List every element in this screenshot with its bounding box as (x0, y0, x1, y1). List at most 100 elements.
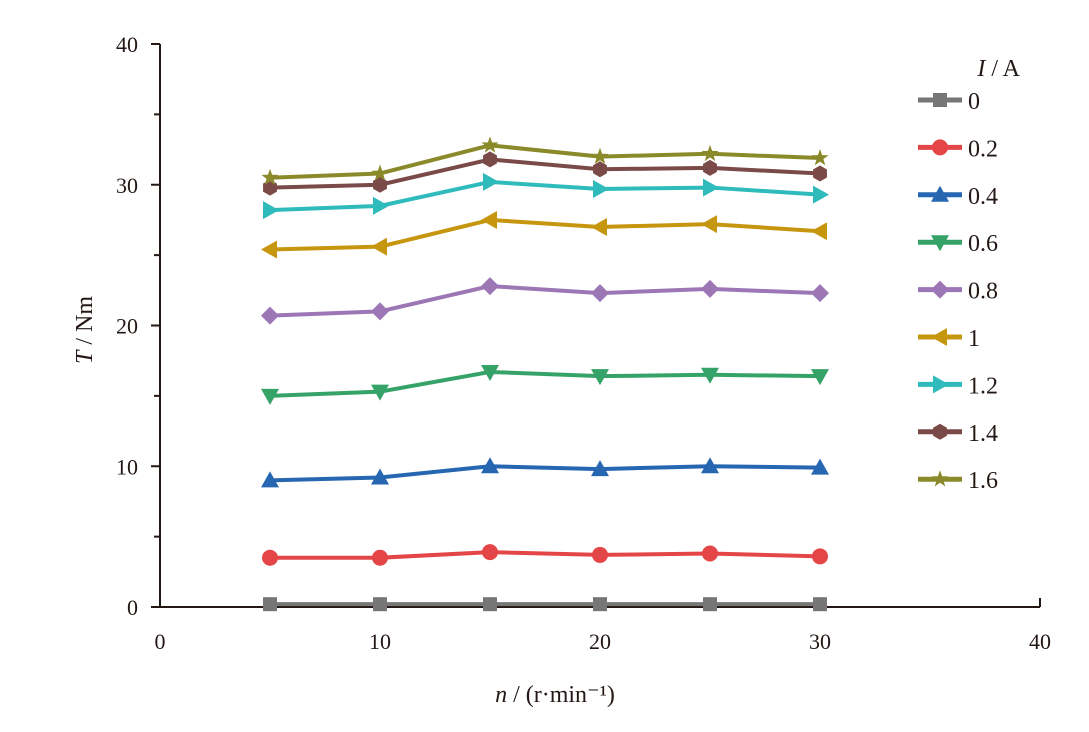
y-tick-label: 40 (116, 32, 138, 57)
y-tick-label: 20 (116, 314, 138, 339)
data-point-triangle-up (701, 457, 719, 474)
legend-item-0: 0 (918, 89, 980, 115)
data-point-triangle-up (591, 460, 609, 477)
data-point-star (591, 147, 609, 164)
data-point-triangle-right (703, 178, 719, 197)
legend-item-0.4: 0.4 (918, 184, 998, 210)
legend-item-0.2: 0.2 (918, 136, 998, 162)
data-point-diamond (481, 277, 499, 296)
series-line (269, 464, 821, 483)
data-point-square (813, 597, 827, 612)
data-point-diamond (811, 284, 829, 303)
data-point-diamond (591, 284, 609, 303)
x-tick-label: 10 (369, 629, 391, 654)
data-point-triangle-left (701, 215, 717, 234)
data-point-hexagon (933, 423, 947, 440)
data-point-square (263, 597, 277, 612)
x-tick-label: 0 (155, 629, 166, 654)
series-line (269, 157, 821, 190)
data-point-hexagon (703, 159, 717, 176)
data-point-triangle-down (931, 235, 949, 252)
series-1.6 (261, 136, 829, 185)
legend-label: 0 (968, 89, 980, 115)
series-line (269, 179, 821, 213)
data-point-triangle-up (931, 185, 949, 202)
data-point-star (371, 164, 389, 181)
data-point-hexagon (813, 165, 827, 182)
y-tick-label: 0 (127, 595, 138, 620)
legend-item-1.4: 1.4 (918, 421, 998, 447)
data-point-triangle-left (591, 217, 607, 236)
data-point-triangle-right (483, 172, 499, 191)
data-point-triangle-right (263, 201, 279, 220)
data-point-triangle-down (261, 388, 279, 405)
data-point-square (593, 597, 607, 612)
data-point-diamond (931, 280, 949, 299)
legend-label: 1 (968, 326, 980, 352)
legend-label: 0.6 (968, 231, 998, 257)
data-point-hexagon (373, 176, 387, 193)
x-tick-label: 20 (589, 629, 611, 654)
data-point-star (811, 149, 829, 166)
legend-item-1.2: 1.2 (918, 373, 998, 399)
data-point-triangle-down (481, 364, 499, 381)
data-point-hexagon (263, 179, 277, 196)
series-1 (261, 210, 827, 259)
data-point-triangle-up (261, 471, 279, 488)
x-tick-label: 40 (1029, 629, 1051, 654)
series-line (270, 550, 821, 560)
legend-label: 1.4 (968, 421, 998, 447)
series-line (269, 284, 821, 318)
data-point-triangle-right (593, 179, 609, 198)
y-tick-label: 10 (116, 454, 138, 479)
legend-label: 0.8 (968, 279, 998, 305)
data-point-diamond (371, 302, 389, 321)
data-point-star (701, 144, 719, 162)
legend-label: 1.2 (968, 373, 998, 399)
series-line (269, 369, 821, 398)
data-point-triangle-left (371, 237, 387, 256)
data-point-triangle-down (811, 369, 829, 386)
legend-item-0.6: 0.6 (918, 231, 998, 257)
data-point-circle (372, 549, 388, 566)
plot-area (261, 136, 829, 612)
y-axis-label: T / Nm (72, 296, 98, 364)
data-point-hexagon (483, 151, 497, 168)
data-point-circle (702, 545, 718, 562)
data-point-triangle-up (371, 468, 389, 485)
legend-label: 0.2 (968, 136, 998, 162)
legend-title: I / A (976, 56, 1020, 82)
series-1.2 (263, 172, 829, 220)
data-point-circle (262, 549, 278, 566)
data-point-triangle-left (811, 222, 827, 241)
data-point-star (261, 168, 279, 185)
data-point-triangle-down (701, 367, 719, 384)
series-0.2 (262, 544, 828, 566)
legend-item-1: 1 (918, 326, 980, 352)
series-line (269, 217, 821, 252)
x-tick-label: 30 (809, 629, 831, 654)
series-0.4 (261, 457, 829, 488)
data-point-square (483, 597, 497, 612)
data-point-circle (932, 139, 948, 156)
data-point-circle (592, 546, 608, 563)
data-point-triangle-right (933, 375, 949, 394)
data-point-star (931, 470, 949, 487)
data-point-triangle-left (481, 210, 497, 229)
data-point-triangle-right (373, 196, 389, 215)
data-point-triangle-left (931, 328, 947, 346)
series-0.6 (261, 364, 829, 405)
legend-item-1.6: 1.6 (918, 468, 998, 494)
series-0 (263, 597, 827, 612)
data-point-circle (482, 544, 498, 561)
data-point-square (373, 597, 387, 612)
y-tick-label: 30 (116, 173, 138, 198)
data-point-hexagon (593, 161, 607, 178)
series-0.8 (261, 277, 829, 325)
series-line (269, 143, 821, 180)
data-point-triangle-up (811, 458, 829, 475)
data-point-diamond (261, 306, 279, 325)
data-point-diamond (701, 279, 719, 298)
